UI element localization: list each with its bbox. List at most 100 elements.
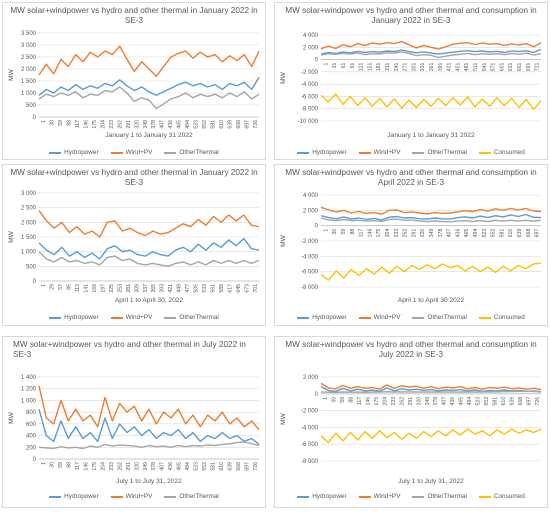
x-tick-label: 589 <box>219 284 225 293</box>
x-tick-label: 59 <box>58 120 64 126</box>
y-axis-label: MW <box>280 71 287 83</box>
x-tick-label: 117 <box>359 229 365 237</box>
y-tick-label: 1 500 <box>21 235 37 241</box>
x-tick-label: 204 <box>100 462 106 471</box>
x-tick-label: 151 <box>367 62 373 71</box>
x-tick-label: 331 <box>420 62 426 71</box>
x-tick-label: 378 <box>151 120 157 129</box>
x-tick-label: 697 <box>244 120 250 129</box>
series-line-otherthermal <box>38 251 260 268</box>
x-tick-label: 204 <box>100 120 106 129</box>
y-tick-label: 0 <box>315 224 319 230</box>
x-tick-label: 320 <box>416 397 422 406</box>
x-tick-label: 523 <box>476 397 482 406</box>
x-tick-label: 552 <box>484 397 490 406</box>
y-axis-label: MW <box>8 68 15 80</box>
x-tick-label: 378 <box>438 229 444 238</box>
x-tick-label: 721 <box>535 62 541 71</box>
legend-swatch <box>358 495 371 498</box>
chart-title: MW solar+windpower vs hydro and other th… <box>10 168 258 187</box>
x-tick-label: 1 <box>41 462 47 465</box>
x-tick-label: 481 <box>464 62 470 71</box>
x-axis-label: January 1 to January 31 2022 <box>387 132 475 139</box>
legend-swatch <box>164 495 177 498</box>
chart-panel-jan-generation: 0 500 1 000 1 500 2 000 2 500 3 000 3 500 1 30 59 8… <box>2 2 266 160</box>
chart-panel-apr-generation: 0 500 1 000 1 500 2 000 2 500 3 000 1 29 57 85 113 1… <box>2 164 266 326</box>
y-tick-label: 3 500 <box>21 31 37 37</box>
x-tick-label: 533 <box>202 284 208 293</box>
x-tick-label: 181 <box>376 62 382 71</box>
x-tick-label: 561 <box>210 284 216 293</box>
x-tick-label: 726 <box>535 397 541 406</box>
series-line-hydropower <box>38 237 260 260</box>
x-tick-label: 465 <box>177 462 183 471</box>
x-axis-label: April 1 to April 30, 2022 <box>115 297 184 304</box>
legend-item: Hydropower <box>49 314 99 321</box>
chart-title: MW solar+windpower vs hydro and other th… <box>285 168 537 187</box>
y-tick-label: 0 <box>33 279 37 285</box>
x-tick-label: 1 <box>41 120 47 123</box>
y-tick-label: 1 200 <box>21 387 37 393</box>
y-tick-label: 0 <box>315 58 319 64</box>
y-tick-label: 600 <box>26 422 37 428</box>
x-tick-label: 262 <box>403 229 409 238</box>
y-tick-label: -8 000 <box>301 107 319 113</box>
legend-item: Wind+PV <box>110 493 152 500</box>
series-line-wind-pv <box>38 385 260 431</box>
x-tick-label: 391 <box>438 62 444 71</box>
x-tick-label: 146 <box>84 120 90 129</box>
x-tick-label: 88 <box>349 397 355 403</box>
series-line-wind-pv <box>38 210 260 238</box>
x-tick-label: 610 <box>501 397 507 406</box>
x-tick-label: 494 <box>473 229 479 238</box>
chart-legend: Hydropower Wind+PV OtherThermal Consumed <box>275 493 547 500</box>
legend-item: Consumed <box>478 149 525 156</box>
x-tick-label: 378 <box>433 397 439 406</box>
y-tick-label: -2 000 <box>301 239 319 245</box>
legend-swatch <box>110 495 123 498</box>
x-tick-label: 393 <box>160 284 166 293</box>
legend-swatch <box>110 316 123 319</box>
x-tick-label: 639 <box>227 120 233 129</box>
x-tick-label: 175 <box>374 397 380 406</box>
legend-item: Wind+PV <box>110 314 152 321</box>
legend-item: Hydropower <box>297 493 347 500</box>
series-line-hydropower <box>38 77 260 97</box>
x-tick-label: 121 <box>359 62 365 71</box>
x-tick-label: 407 <box>442 397 448 406</box>
legend-label: Consumed <box>493 149 525 156</box>
y-tick-label: -4 000 <box>301 254 319 260</box>
chart-panel-jan-consumption: -10 000 -8 000 -6 000 -4 000 -2 000 0 2 000 4 0… <box>274 2 548 160</box>
x-tick-label: 701 <box>253 284 259 293</box>
x-tick-label: 610 <box>508 229 514 238</box>
x-tick-label: 349 <box>425 397 431 406</box>
x-tick-label: 91 <box>350 62 356 68</box>
y-tick-label: 1 000 <box>21 250 37 256</box>
x-tick-label: 552 <box>202 462 208 471</box>
x-tick-label: 262 <box>117 462 123 471</box>
x-tick-label: 88 <box>350 229 356 235</box>
chart-svg: -8 000 -6 000 -4 000 -2 000 0 2 000 1 30 59 88 117… <box>280 375 542 485</box>
legend-label: Consumed <box>493 493 525 500</box>
legend-label: OtherThermal <box>427 314 467 321</box>
x-tick-label: 146 <box>84 462 90 471</box>
x-axis-label: July 1 to July 31, 2022 <box>116 478 182 485</box>
x-tick-label: 571 <box>491 62 497 71</box>
x-tick-label: 407 <box>447 229 453 238</box>
x-tick-label: 436 <box>168 462 174 471</box>
x-tick-label: 494 <box>467 397 473 406</box>
legend-label: OtherThermal <box>179 493 219 500</box>
chart-title: MW solar+windpower vs hydro and other th… <box>10 6 258 25</box>
x-tick-label: 117 <box>75 120 81 128</box>
x-tick-label: 639 <box>517 229 523 238</box>
series-line-consumed <box>320 262 542 281</box>
x-tick-label: 378 <box>151 462 157 471</box>
chart-svg: 0 200 400 600 800 1 000 1 200 1 400 1 30 59 88 117 14… <box>8 375 260 485</box>
x-tick-label: 1 <box>41 284 47 287</box>
chart-legend: Hydropower Wind+PV OtherThermal <box>3 493 265 500</box>
y-tick-label: -10 000 <box>298 119 319 125</box>
chart-svg: -10 000 -8 000 -6 000 -4 000 -2 000 0 2 000 4 0… <box>280 33 542 139</box>
x-tick-label: 610 <box>219 120 225 129</box>
legend-label: Hydropower <box>64 493 99 500</box>
x-tick-label: 661 <box>517 62 523 71</box>
